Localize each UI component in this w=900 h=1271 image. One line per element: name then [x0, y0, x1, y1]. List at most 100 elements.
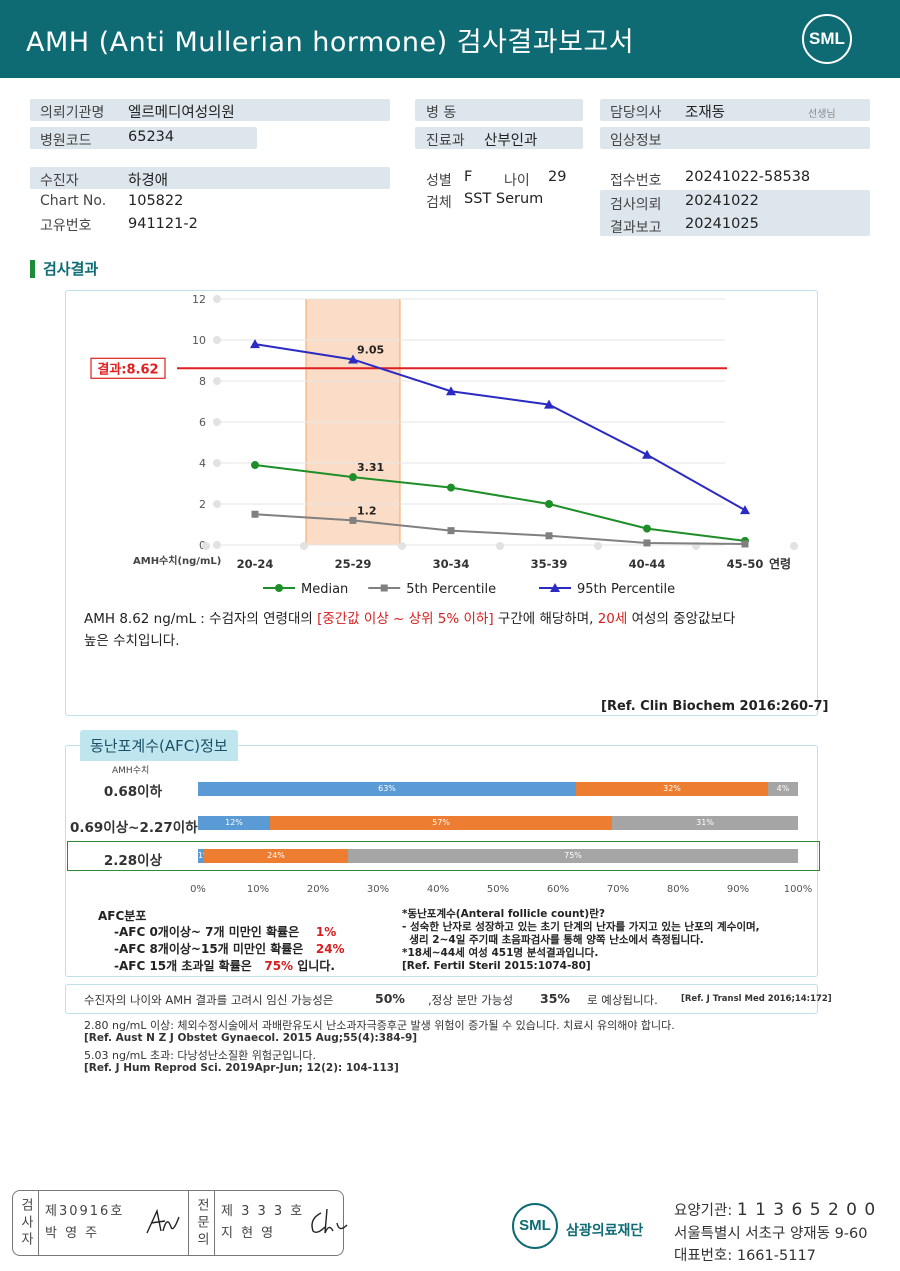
x-tick-label: 40-44: [629, 557, 666, 571]
afc-seg-low: 1%: [198, 849, 204, 863]
amh-line-chart: 024681012AMH수치(ng/mL)20-2425-2930-3435-3…: [90, 293, 798, 597]
doctor-suffix: 선생님: [808, 109, 836, 120]
pregnancy-panel: [65, 984, 818, 1014]
x-tick-dot: [398, 542, 406, 550]
afc-legend-line1: -AFC 0개이상~ 7개 미만인 확률은 1%: [114, 925, 337, 939]
report-label: 결과보고: [610, 220, 662, 236]
legend-marker: [275, 584, 283, 592]
sex-label: 성별: [426, 173, 452, 189]
data-point: [643, 539, 651, 547]
afc-x-tick: 100%: [783, 884, 813, 895]
y-tick-dot: [213, 295, 221, 303]
interpretation-line2: 높은 수치입니다.: [84, 633, 180, 649]
specialist-license: 제 3 3 3 호: [221, 1204, 305, 1219]
result-section-title: 검사결과: [30, 260, 98, 278]
y-tick-dot: [213, 459, 221, 467]
y-tick-dot: [213, 336, 221, 344]
pregnancy-ref: [Ref. J Transl Med 2016;14:172]: [681, 994, 832, 1004]
x-tick-label: 20-24: [237, 557, 274, 571]
afc-stack-1: 63% 32% 4%: [198, 782, 798, 796]
doctor-label: 담당의사: [610, 105, 662, 121]
data-point: [741, 540, 749, 548]
data-point: [642, 449, 652, 459]
chart-label: Chart No.: [40, 193, 107, 209]
afc-stack-3: 1% 24% 75%: [198, 849, 798, 863]
afc-definition-3: 생리 2~4일 주기때 초음파검사를 통해 양쪽 난소에서 측정됩니다.: [402, 934, 704, 946]
footer-address: 서울특별시 서초구 양재동 9-60: [674, 1226, 868, 1242]
note-ohss: 2.80 ng/mL 이상: 체외수정시술에서 과배란유도시 난소과자극증후군 …: [84, 1019, 675, 1032]
result-panel: [65, 290, 818, 716]
signature-box: 검사자 제30916호 박 영 주 전문의 제 3 3 3 호 지 현 영: [12, 1190, 348, 1256]
data-point: [251, 461, 259, 470]
afc-x-tick: 90%: [726, 884, 750, 895]
x-tick-label: 35-39: [531, 557, 568, 571]
legend-marker: [550, 583, 560, 592]
afc-seg-mid: 32%: [576, 782, 768, 796]
hospital-value: 엘르메디여성의원: [128, 105, 235, 121]
request-label: 검사의뢰: [610, 197, 662, 213]
afc-definition-2: - 성숙한 난자로 성장하고 있는 초기 단계의 난자를 가지고 있는 난포의 …: [402, 921, 760, 933]
data-label: 3.31: [357, 461, 384, 474]
data-point: [250, 339, 260, 349]
note-pcos-ref: [Ref. J Hum Reprod Sci. 2019Apr-Jun; 12(…: [84, 1062, 399, 1074]
afc-x-tick: 30%: [366, 884, 390, 895]
uid-label: 고유번호: [40, 218, 92, 234]
patient-label: 수진자: [40, 173, 79, 189]
afc-legend-line3: -AFC 15개 초과일 확률은 75% 입니다.: [114, 959, 335, 973]
data-point: [446, 386, 456, 396]
specimen-value: SST Serum: [464, 191, 544, 207]
ward-label: 병 동: [426, 105, 457, 121]
tester-name: 박 영 주: [45, 1226, 100, 1241]
afc-stack-2: 12% 57% 31%: [198, 816, 798, 830]
afc-seg-high: 31%: [612, 816, 798, 830]
doctor-value: 조재동: [685, 105, 726, 121]
tester-license: 제30916호: [45, 1204, 125, 1219]
report-title: AMH (Anti Mullerian hormone) 검사결과보고서: [26, 27, 635, 58]
afc-x-tick: 20%: [306, 884, 330, 895]
series-line: [254, 343, 746, 512]
afc-definition-4: *18세~44세 여성 451명 분석결과입니다.: [402, 947, 599, 959]
x-axis-suffix: 연령: [769, 556, 791, 571]
note-ohss-ref: [Ref. Aust N Z J Obstet Gynaecol. 2015 A…: [84, 1032, 418, 1044]
sml-logo: SML: [802, 14, 852, 64]
request-value: 20241022: [685, 193, 759, 209]
tester-label-cell: 검사자: [13, 1191, 39, 1255]
dept-label: 진료과: [426, 133, 465, 149]
data-point: [447, 527, 455, 535]
x-tick-dot: [790, 542, 798, 550]
data-point: [349, 516, 357, 524]
code-label: 병원코드: [40, 133, 92, 149]
afc-legend-title: AFC분포: [98, 909, 147, 923]
interpretation-line1: AMH 8.62 ng/mL : 수검자의 연령대의 [중간값 이상 ~ 상위 …: [84, 611, 736, 627]
data-point: [251, 510, 259, 518]
data-point: [544, 399, 554, 409]
data-label: 1.2: [357, 504, 377, 517]
age-highlight: 20세: [597, 611, 628, 627]
report-value: 20241025: [685, 216, 759, 232]
afc-seg-high: 4%: [768, 782, 798, 796]
afc-x-tick: 50%: [486, 884, 510, 895]
report-header: AMH (Anti Mullerian hormone) 검사결과보고서 SML: [0, 0, 900, 78]
footer-sml-logo: SML: [512, 1203, 558, 1249]
x-tick-dot: [496, 542, 504, 550]
data-point: [545, 500, 553, 508]
foundation-name: 삼광의료재단: [566, 1223, 644, 1239]
x-tick-label: 25-29: [335, 557, 372, 571]
series-line: [254, 513, 746, 545]
afc-col-header: AMH수치: [112, 766, 150, 776]
pregnancy-text-3: 로 예상됩니다.: [587, 993, 658, 1007]
y-tick-label: 2: [199, 498, 206, 511]
legend-label: Median: [301, 582, 348, 597]
data-point: [545, 532, 553, 540]
afc-definition-5: [Ref. Fertil Steril 2015:1074-80]: [402, 960, 591, 972]
specialist-signature: [311, 1208, 348, 1234]
footer-phone: 대표번호: 1661-5117: [674, 1248, 816, 1264]
series-line: [254, 464, 746, 542]
afc-tab: 동난포계수(AFC)정보: [80, 730, 238, 761]
result-label-box: [90, 357, 166, 379]
specialist-cell: 제 3 3 3 호 지 현 영: [215, 1191, 348, 1255]
pregnancy-value-1: 50%: [375, 991, 405, 1006]
afc-x-tick: 70%: [606, 884, 630, 895]
y-tick-label: 8: [199, 375, 206, 388]
code-value: 65234: [128, 129, 175, 145]
